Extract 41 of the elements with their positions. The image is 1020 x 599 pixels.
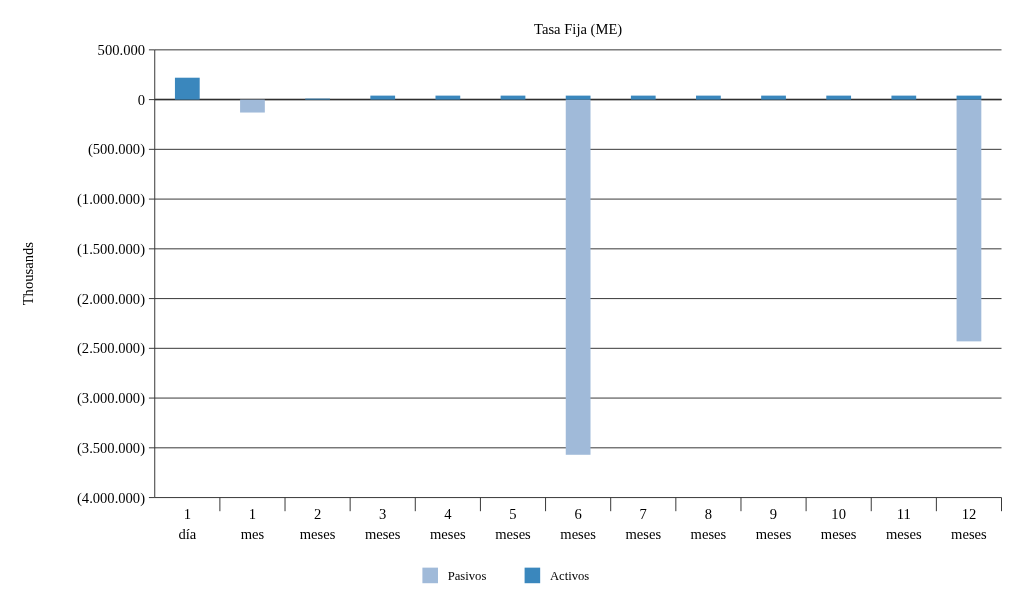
- legend-label: Activos: [549, 568, 590, 583]
- bar: [696, 95, 721, 100]
- y-tick-label: 0: [137, 91, 146, 108]
- y-tick-label: (4.000.000): [76, 489, 146, 507]
- x-tick-label: 9 meses: [755, 505, 792, 543]
- y-tick-label: (3.000.000): [76, 390, 146, 408]
- x-tick-label: 11 meses: [885, 505, 922, 543]
- bar: [435, 95, 461, 100]
- bar: [630, 95, 656, 100]
- x-tick-label: 8 meses: [690, 505, 727, 543]
- x-tick-label: 1 mes: [240, 505, 265, 543]
- x-tick-label: 6 meses: [560, 505, 597, 543]
- y-tick-label: (2.500.000): [76, 340, 146, 358]
- y-tick-label: (500.000): [87, 141, 146, 159]
- x-tick-label: 10 meses: [820, 505, 857, 543]
- x-tick-label: 4 meses: [430, 505, 466, 543]
- x-tick-label: 5 meses: [495, 505, 532, 543]
- y-tick-label: 500.000: [97, 41, 146, 58]
- bar: [826, 95, 852, 100]
- bar: [956, 99, 982, 342]
- y-tick-label: (1.000.000): [76, 191, 146, 209]
- y-axis-title: Thousands: [20, 241, 37, 306]
- x-tick-label: 12 meses: [951, 505, 988, 543]
- bar: [500, 95, 526, 100]
- bar: [565, 95, 591, 100]
- chart-title: Tasa Fija (ME): [534, 21, 623, 39]
- y-tick-label: (2.000.000): [76, 290, 146, 308]
- bar: [761, 95, 786, 100]
- x-tick-label: 2 meses: [299, 505, 336, 543]
- x-tick-label: 7 meses: [625, 505, 662, 543]
- y-tick-label: (1.500.000): [76, 240, 146, 258]
- bar: [956, 95, 982, 100]
- y-tick-label: (3.500.000): [76, 439, 146, 457]
- bar: [240, 99, 265, 113]
- legend-label: Pasivos: [447, 568, 487, 583]
- x-tick-label: 3 meses: [364, 505, 401, 543]
- x-tick-label: 1 día: [178, 505, 197, 543]
- bar: [370, 95, 396, 100]
- bar: [174, 77, 200, 100]
- bar: [565, 99, 591, 455]
- bar: [891, 95, 917, 100]
